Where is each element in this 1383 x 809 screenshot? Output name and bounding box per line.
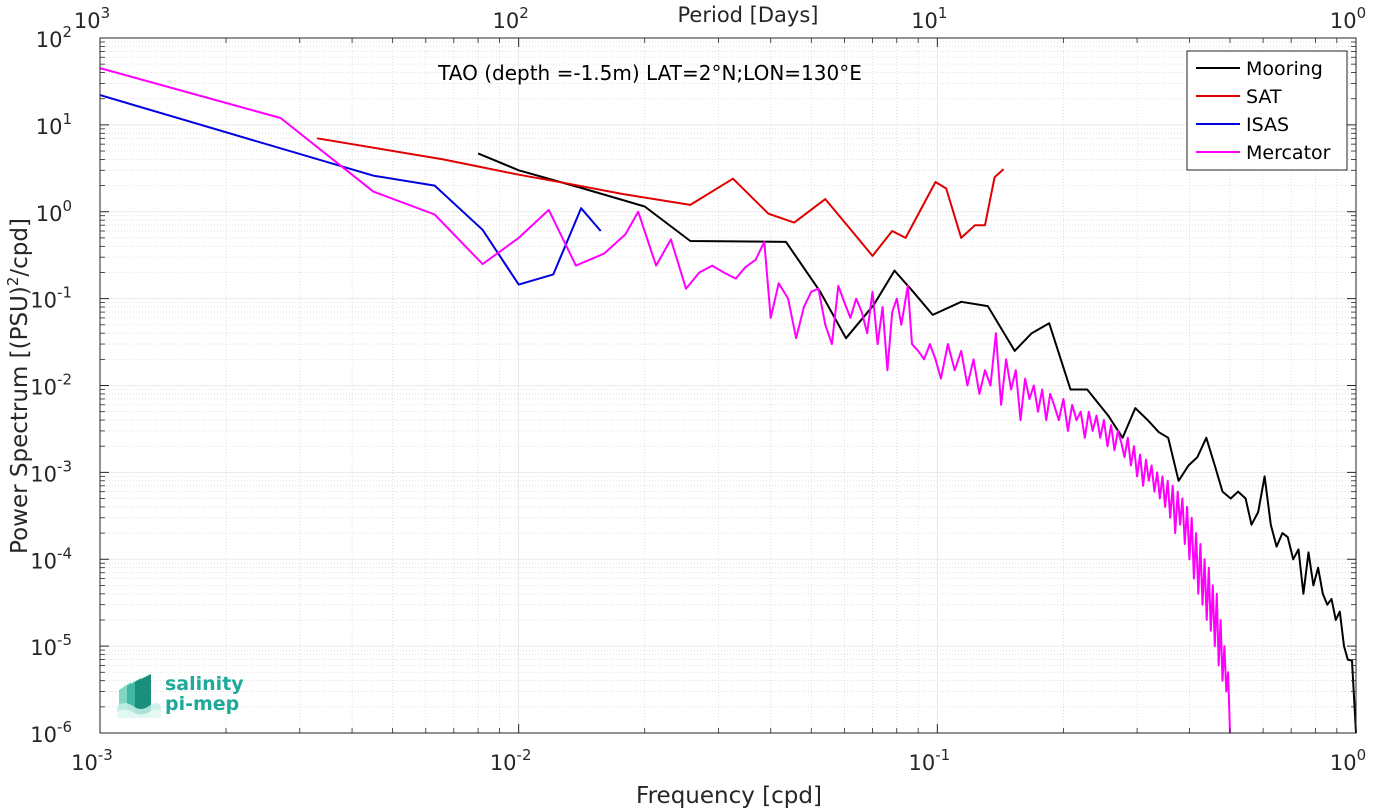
salinity-pi-mep-logo: salinity pi-mep bbox=[115, 672, 255, 722]
tick-labels: 10-3 10-2 10-1 100 10-6 10-5 10-4 10-3 10-2 10-1 1… bbox=[30, 4, 1366, 775]
y-tick-label: 10-5 bbox=[30, 631, 72, 660]
minor-grid bbox=[100, 38, 1356, 733]
y-axis-label-sup: 2 bbox=[4, 277, 22, 287]
top-axis-label: Period [Days] bbox=[678, 3, 819, 27]
y-tick-label: 102 bbox=[36, 23, 72, 52]
legend-label-isas: ISAS bbox=[1246, 114, 1289, 136]
major-grid bbox=[99, 37, 1357, 734]
series-line-isas bbox=[99, 94, 602, 286]
legend-label-sat: SAT bbox=[1246, 86, 1282, 108]
y-axis-label-tail: /cpd] bbox=[7, 218, 33, 277]
legend: Mooring SAT ISAS Mercator bbox=[1186, 50, 1348, 171]
logo-line1: salinity bbox=[165, 673, 244, 695]
series-line-mercator bbox=[99, 67, 1231, 734]
legend-label-mooring: Mooring bbox=[1246, 58, 1323, 80]
y-tick-label: 10-6 bbox=[30, 718, 72, 747]
series-line-mooring bbox=[477, 152, 1357, 734]
top-tick-label: 103 bbox=[74, 4, 110, 33]
legend-box bbox=[1186, 50, 1348, 171]
waves-logo-icon bbox=[117, 674, 161, 718]
y-axis-label-main: Power Spectrum [(PSU) bbox=[7, 286, 33, 554]
x-axis-label: Frequency [cpd] bbox=[636, 783, 822, 809]
y-tick-label: 10-2 bbox=[30, 371, 72, 400]
top-tick-label: 100 bbox=[1330, 4, 1366, 33]
x-tick-label: 10-1 bbox=[908, 746, 950, 775]
top-tick-label: 101 bbox=[911, 4, 947, 33]
y-tick-label: 10-1 bbox=[30, 284, 72, 313]
legend-label-mercator: Mercator bbox=[1246, 142, 1331, 164]
x-tick-label: 10-2 bbox=[490, 746, 532, 775]
x-tick-label: 10-3 bbox=[71, 746, 113, 775]
tick-marks bbox=[99, 37, 1357, 734]
y-axis-label: Power Spectrum [(PSU)2/cpd] bbox=[4, 218, 33, 554]
x-tick-label: 100 bbox=[1330, 746, 1366, 775]
y-tick-label: 10-3 bbox=[30, 457, 72, 486]
y-tick-label: 100 bbox=[36, 197, 72, 226]
top-tick-label: 102 bbox=[493, 4, 529, 33]
chart-title: TAO (depth =-1.5m) LAT=2°N;LON=130°E bbox=[437, 61, 862, 85]
y-tick-label: 10-4 bbox=[30, 544, 72, 573]
logo-line2: pi-mep bbox=[165, 693, 240, 715]
series-layer bbox=[99, 67, 1357, 734]
series-line-sat bbox=[316, 137, 1005, 257]
logo-text: salinity pi-mep bbox=[165, 674, 244, 714]
y-tick-label: 101 bbox=[36, 110, 72, 139]
